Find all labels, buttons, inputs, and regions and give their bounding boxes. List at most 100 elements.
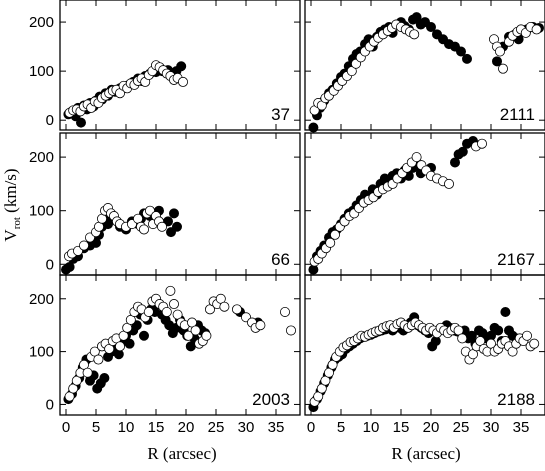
- y-tick-label: 0: [46, 256, 54, 273]
- y-tick-label: 100: [29, 63, 54, 80]
- open-point: [201, 330, 212, 341]
- open-point: [177, 76, 188, 87]
- x-tick-label: 5: [92, 419, 100, 436]
- open-point: [255, 320, 266, 331]
- panel-2188: 0 5 10 15 20 25 30 35 2188: [304, 274, 545, 436]
- filled-point: [493, 325, 504, 336]
- x-tick-label: 30: [238, 419, 255, 436]
- open-point: [476, 138, 487, 149]
- open-point: [497, 63, 508, 74]
- y-axis-label-subscript: rot: [11, 217, 23, 229]
- y-axis-label-main: V: [1, 229, 20, 242]
- y-tick-label: 200: [29, 291, 54, 308]
- filled-point: [461, 53, 472, 64]
- x-tick-label: 15: [148, 419, 165, 436]
- panel-label: 2188: [497, 390, 535, 409]
- open-point: [457, 333, 468, 344]
- points: [61, 203, 182, 275]
- open-point: [165, 285, 176, 296]
- filled-point: [411, 12, 422, 23]
- open-point: [231, 304, 242, 315]
- filled-point: [491, 56, 502, 67]
- x-tick-label: 0: [307, 419, 315, 436]
- y-tick-label: 0: [46, 396, 54, 413]
- panel-label: 2111: [500, 105, 535, 124]
- filled-point: [124, 338, 135, 349]
- points: [308, 306, 540, 413]
- open-point: [82, 367, 93, 378]
- filled-point: [168, 208, 179, 219]
- points: [308, 136, 487, 275]
- panel-label: 66: [271, 250, 290, 269]
- x-tick-label: 15: [393, 419, 410, 436]
- open-point: [156, 221, 167, 232]
- open-point: [329, 229, 340, 240]
- panel-2167: 2167: [304, 132, 545, 276]
- open-point: [529, 338, 540, 349]
- y-axis-label-unit: (km/s): [1, 168, 20, 217]
- x-tick-label: 35: [268, 419, 285, 436]
- x-tick-label: 5: [337, 419, 345, 436]
- y-tick-label: 100: [29, 203, 54, 220]
- y-axis-label: Vrot (km/s): [1, 168, 23, 241]
- open-point: [190, 325, 201, 336]
- panel-frame: [304, 0, 545, 131]
- panel-2111: 2111: [304, 0, 545, 133]
- points: [63, 285, 296, 405]
- open-point: [79, 240, 90, 251]
- x-tick-label: 0: [62, 419, 70, 436]
- filled-point: [500, 306, 511, 317]
- filled-point: [455, 46, 466, 57]
- y-tick-label: 200: [29, 149, 54, 166]
- panel-frame: [59, 132, 301, 276]
- panel-66: 0 100 200 66: [29, 132, 301, 276]
- open-point: [115, 341, 126, 352]
- filled-point: [457, 146, 468, 157]
- open-point: [346, 66, 357, 77]
- filled-point: [176, 61, 187, 72]
- open-point: [522, 330, 533, 341]
- points: [63, 60, 188, 128]
- panel-label: 37: [271, 105, 290, 124]
- panel-label: 2167: [497, 250, 535, 269]
- x-axis-label-right: R (arcsec): [391, 444, 460, 463]
- open-point: [143, 306, 154, 317]
- x-tick-label: 20: [423, 419, 440, 436]
- filled-point: [76, 117, 87, 128]
- panel-frame: [59, 0, 301, 131]
- panel-2003: 0 100 200 0 5 10 15 20 25 30 35 2003: [29, 274, 301, 436]
- y-tick-label: 200: [29, 14, 54, 31]
- x-tick-label: 25: [208, 419, 225, 436]
- panel-label: 2003: [252, 390, 290, 409]
- open-point: [531, 24, 542, 35]
- points: [308, 12, 545, 133]
- filled-point: [171, 221, 182, 232]
- open-point: [285, 325, 296, 336]
- filled-point: [308, 122, 319, 133]
- panel-37: 0 100 200 37: [29, 0, 301, 131]
- x-tick-label: 20: [178, 419, 195, 436]
- open-point: [409, 29, 420, 40]
- panel-frame: [304, 274, 545, 416]
- open-point: [93, 354, 104, 365]
- open-point: [494, 46, 505, 57]
- x-tick-label: 10: [363, 419, 380, 436]
- open-point: [168, 299, 179, 310]
- open-point: [443, 178, 454, 189]
- open-point: [183, 330, 194, 341]
- open-point: [411, 152, 422, 163]
- open-point: [219, 301, 230, 312]
- open-point: [279, 306, 290, 317]
- x-tick-label: 25: [453, 419, 470, 436]
- x-tick-label: 30: [483, 419, 500, 436]
- y-tick-label: 0: [46, 112, 54, 129]
- panel-frame: [59, 274, 301, 416]
- filled-point: [138, 330, 149, 341]
- filled-point: [425, 21, 436, 32]
- x-axis-label-left: R (arcsec): [147, 444, 216, 463]
- open-point: [161, 306, 172, 317]
- filled-point: [99, 373, 110, 384]
- open-point: [325, 237, 336, 248]
